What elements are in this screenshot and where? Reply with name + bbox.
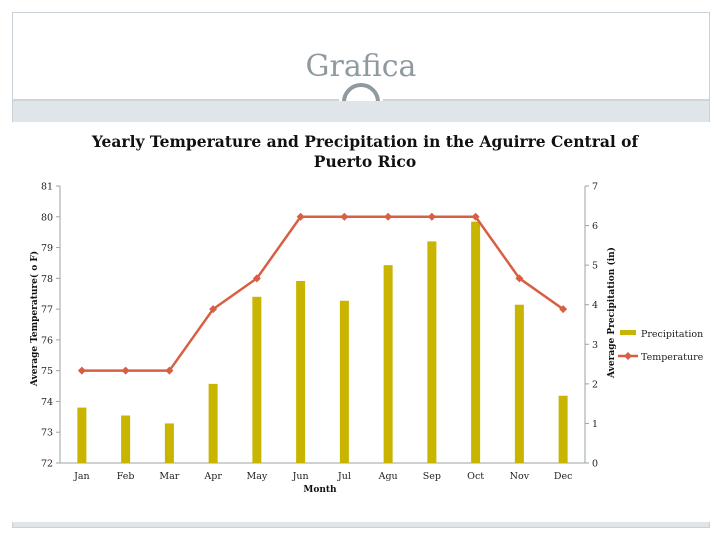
temperature-line [81, 215, 564, 372]
y-tick-right-label: 2 [592, 379, 598, 390]
y-tick-left-label: 80 [41, 212, 53, 223]
temperature-point [384, 212, 393, 221]
temperature-point [121, 366, 130, 375]
temperature-point [427, 212, 436, 221]
x-axis-title: Month [303, 485, 337, 495]
x-tick-label: Oct [467, 471, 484, 482]
x-tick-label: Jun [292, 471, 309, 482]
precipitation-bar [296, 280, 306, 463]
y-tick-left-label: 77 [41, 305, 53, 316]
precipitation-bar [121, 415, 131, 463]
y-tick-left-label: 74 [41, 397, 53, 408]
legend-label-precipitation: Precipitation [641, 329, 703, 340]
temperature-point [471, 212, 480, 221]
y-tick-right-label: 0 [592, 459, 598, 470]
precipitation-bar [77, 407, 87, 463]
x-tick-label: Jan [73, 471, 90, 482]
temperature-point [515, 274, 524, 283]
precipitation-bar [558, 395, 568, 463]
x-tick-label: Sep [423, 471, 441, 482]
temperature-point [340, 212, 349, 221]
temperature-point [296, 212, 305, 221]
slide-title: Grafica [305, 49, 417, 84]
y-tick-left-label: 72 [41, 459, 53, 470]
temperature-point [209, 305, 218, 314]
y-tick-left-label: 79 [41, 243, 53, 254]
legend-swatch-temperature-marker [624, 352, 632, 360]
y-tick-right-label: 4 [592, 300, 598, 311]
precipitation-bar [383, 265, 393, 463]
temperature-point [77, 366, 86, 375]
y-tick-left-label: 73 [41, 428, 53, 439]
y-tick-right-label: 5 [592, 261, 598, 272]
precipitation-bar [339, 300, 349, 463]
y-tick-right-label: 6 [592, 221, 598, 232]
x-tick-label: Feb [117, 471, 135, 482]
legend-label-temperature: Temperature [641, 352, 704, 363]
precipitation-bar [208, 383, 218, 463]
x-tick-label: Dec [554, 471, 573, 482]
precipitation-bar [514, 304, 524, 463]
legend-swatch-precipitation [620, 330, 636, 335]
temperature-point [165, 366, 174, 375]
chart-title: Yearly Temperature and Precipitation in … [91, 132, 639, 171]
x-tick-label: Nov [510, 471, 530, 482]
y-tick-left-label: 81 [41, 182, 53, 193]
x-tick-label: Apr [203, 471, 222, 482]
y-tick-right-label: 7 [592, 182, 598, 193]
y-tick-left-label: 75 [41, 366, 53, 377]
precipitation-bar [427, 241, 437, 463]
y-axis-right-title: Average Precipitation (in) [606, 247, 617, 379]
precipitation-bar [164, 423, 174, 463]
x-tick-label: Agu [378, 471, 398, 482]
y-tick-right-label: 3 [592, 340, 598, 351]
y-tick-left-label: 78 [41, 274, 53, 285]
y-tick-right-label: 1 [592, 419, 598, 430]
precipitation-bar [471, 221, 481, 463]
y-axis-left-title: Average Temperature( o F) [29, 251, 40, 387]
precipitation-bar [252, 296, 262, 463]
temperature-point [559, 305, 568, 314]
x-tick-label: Jul [337, 471, 351, 482]
y-tick-left-label: 76 [41, 335, 53, 346]
x-tick-label: May [246, 471, 267, 482]
x-tick-label: Mar [159, 471, 179, 482]
temperature-point [252, 274, 261, 283]
